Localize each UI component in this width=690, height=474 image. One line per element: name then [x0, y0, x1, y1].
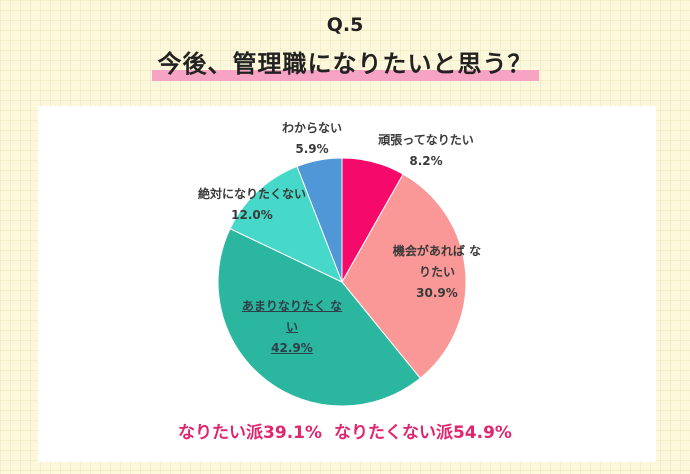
slice-label-ganbatte: 頑張ってなりたい 8.2%: [362, 130, 490, 172]
page-title: 今後、管理職になりたいと思う？: [151, 44, 539, 81]
summary-not-want: なりたくない派54.9%: [333, 423, 512, 443]
slice-label-amari-name: あまりなりたく ない: [241, 299, 343, 334]
page-title-text: 今後、管理職になりたいと思う？: [157, 50, 533, 78]
slice-label-amari-value: 42.9%: [271, 341, 313, 355]
summary-want: なりたい派39.1%: [178, 423, 323, 443]
pie-slice-kikai: [341, 173, 467, 379]
slice-label-amari: あまりなりたく ない 42.9%: [236, 296, 348, 359]
slice-label-wakaranai: わからない 5.9%: [268, 118, 356, 160]
title-wrap: 今後、管理職になりたいと思う？: [0, 44, 690, 81]
slice-label-wakaranai-name: わからない: [281, 121, 342, 135]
pie-slice-zettai: [229, 165, 343, 283]
slice-label-wakaranai-value: 5.9%: [295, 142, 329, 156]
question-number: Q.5: [326, 14, 364, 36]
slice-label-zettai-value: 12.0%: [231, 208, 273, 222]
slice-label-ganbatte-name: 頑張ってなりたい: [378, 133, 474, 147]
slice-label-zettai-name: 絶対になりたくない: [197, 187, 306, 201]
pie-slice-amari: [217, 227, 421, 407]
slice-label-kikai-name: 機会があれば なりたい: [392, 244, 482, 279]
summary: なりたい派39.1% なりたくない派54.9%: [0, 418, 690, 443]
slice-label-kikai-value: 30.9%: [416, 286, 458, 300]
pie-slice-wakaranai: [296, 157, 343, 283]
slice-label-ganbatte-value: 8.2%: [409, 154, 443, 168]
slice-label-kikai: 機会があれば なりたい 30.9%: [388, 241, 486, 304]
slice-label-zettai: 絶対になりたくない 12.0%: [180, 184, 324, 226]
